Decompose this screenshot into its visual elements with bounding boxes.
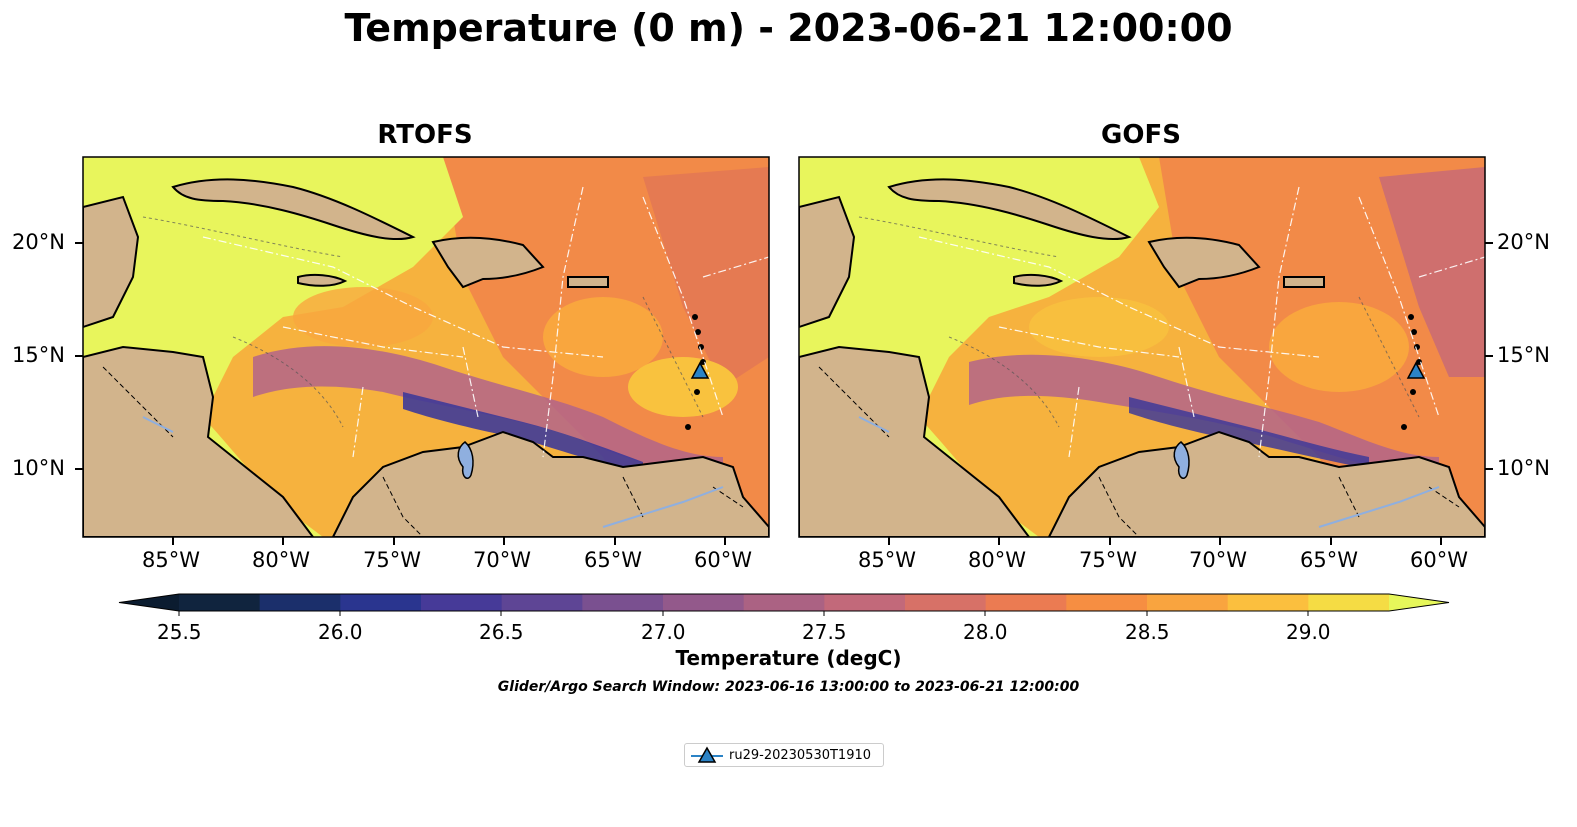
colorbar-segment xyxy=(1308,594,1390,611)
lon-tick-gofs-70w: 70°W xyxy=(1189,548,1247,572)
lon-tick-gofs-80w: 80°W xyxy=(968,548,1026,572)
colorbar-segment xyxy=(340,594,422,611)
panel-title-rtofs: RTOFS xyxy=(377,120,473,150)
glider-marker-gofs xyxy=(1406,361,1426,379)
colorbar-segment xyxy=(1066,594,1148,611)
lon-tick-rtofs-65w: 65°W xyxy=(584,548,642,572)
legend-label: ru29-20230530T1910 xyxy=(729,748,872,763)
lon-tick-rtofs-70w: 70°W xyxy=(473,548,531,572)
colorbar-extend-high xyxy=(1389,594,1449,611)
colorbar-tick-label: 27.0 xyxy=(641,620,686,644)
colorbar-label: Temperature (degC) xyxy=(675,646,902,670)
lon-tick-rtofs-75w: 75°W xyxy=(363,548,421,572)
colorbar-segment xyxy=(421,594,503,611)
colorbar-segment xyxy=(824,594,906,611)
colorbar-segment xyxy=(582,594,664,611)
colorbar-tick-label: 25.5 xyxy=(157,620,202,644)
map-panel-gofs xyxy=(799,157,1485,537)
colorbar-segment xyxy=(1147,594,1229,611)
main-title: Temperature (0 m) - 2023-06-21 12:00:00 xyxy=(344,6,1233,50)
colorbar-extend-low xyxy=(119,594,179,611)
lat-tick-left-20n: 20°N xyxy=(12,230,65,254)
lat-tick-right-10n: 10°N xyxy=(1497,456,1550,480)
search-window-note: Glider/Argo Search Window: 2023-06-16 13… xyxy=(497,679,1080,695)
lat-tick-right-15n: 15°N xyxy=(1497,343,1550,367)
colorbar-segment xyxy=(259,594,341,611)
colorbar-tick-label: 27.5 xyxy=(802,620,847,644)
colorbar-segment xyxy=(501,594,583,611)
colorbar-segment xyxy=(179,594,261,611)
colorbar-tick-label: 26.5 xyxy=(479,620,524,644)
lat-tick-left-15n: 15°N xyxy=(12,343,65,367)
map-frame-rtofs xyxy=(82,156,770,538)
colorbar-segment xyxy=(1227,594,1309,611)
colorbar-tick-label: 26.0 xyxy=(318,620,363,644)
lon-tick-rtofs-80w: 80°W xyxy=(252,548,310,572)
lon-tick-rtofs-60w: 60°W xyxy=(694,548,752,572)
lon-tick-gofs-85w: 85°W xyxy=(858,548,916,572)
colorbar-segment xyxy=(985,594,1067,611)
colorbar-segment xyxy=(663,594,745,611)
colorbar-ticks xyxy=(178,611,1309,616)
lat-tick-right-20n: 20°N xyxy=(1497,230,1550,254)
colorbar-segment xyxy=(905,594,987,611)
map-panel-rtofs xyxy=(83,157,769,537)
colorbar xyxy=(118,593,1450,612)
lon-tick-gofs-65w: 65°W xyxy=(1300,548,1358,572)
legend: ru29-20230530T1910 xyxy=(684,743,884,767)
triangle-marker-icon xyxy=(691,746,723,763)
colorbar-tick-label: 28.0 xyxy=(963,620,1008,644)
colorbar-tick-label: 29.0 xyxy=(1286,620,1331,644)
map-frame-gofs xyxy=(798,156,1486,538)
lat-tick-left-10n: 10°N xyxy=(12,456,65,480)
glider-marker-rtofs xyxy=(690,361,710,379)
lon-tick-rtofs-85w: 85°W xyxy=(142,548,200,572)
panel-title-gofs: GOFS xyxy=(1101,120,1181,150)
lon-tick-gofs-60w: 60°W xyxy=(1410,548,1468,572)
lon-tick-gofs-75w: 75°W xyxy=(1079,548,1137,572)
colorbar-segment xyxy=(743,594,825,611)
colorbar-tick-label: 28.5 xyxy=(1125,620,1170,644)
map-tick-marks xyxy=(75,242,1493,545)
